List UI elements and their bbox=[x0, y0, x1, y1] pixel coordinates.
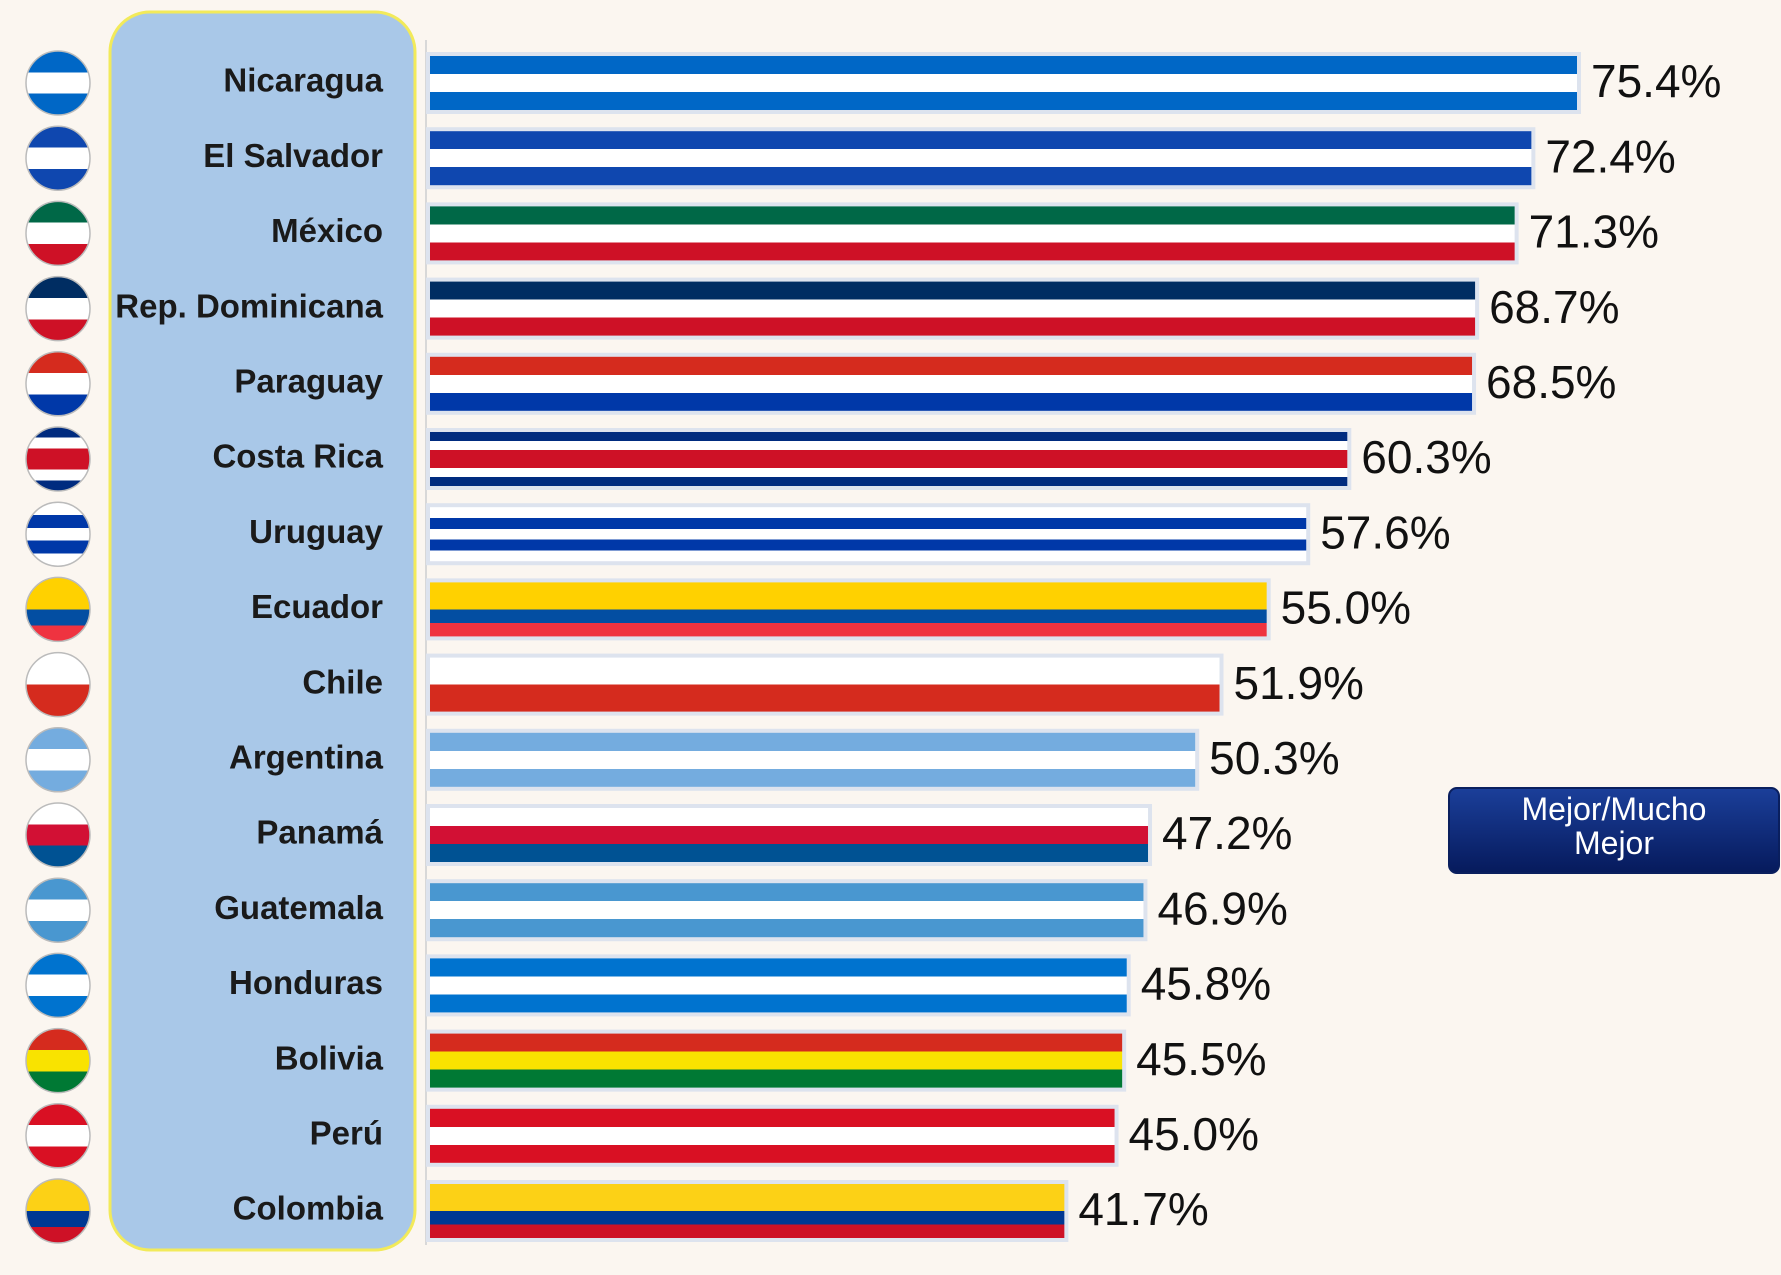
bar bbox=[430, 507, 1307, 562]
flag-icon bbox=[25, 125, 91, 191]
bar bbox=[430, 356, 1473, 411]
label-panel bbox=[108, 10, 417, 1252]
value-label: 45.0% bbox=[1129, 1108, 1259, 1160]
category-label: Honduras bbox=[229, 964, 383, 1001]
value-label: 68.5% bbox=[1486, 356, 1616, 408]
flag-icon bbox=[25, 952, 91, 1019]
legend-box bbox=[1448, 787, 1780, 874]
bar bbox=[430, 958, 1127, 1013]
value-label: 68.7% bbox=[1489, 281, 1619, 333]
flag-icon bbox=[25, 727, 91, 793]
flag-icon bbox=[25, 200, 91, 267]
value-label: 60.3% bbox=[1361, 431, 1491, 483]
value-label: 41.7% bbox=[1078, 1183, 1208, 1235]
category-label: Ecuador bbox=[251, 588, 383, 625]
flag-icon bbox=[25, 576, 91, 643]
category-label: Rep. Dominicana bbox=[115, 287, 383, 324]
category-label: Argentina bbox=[229, 739, 384, 776]
value-label: 50.3% bbox=[1209, 732, 1339, 784]
value-label: 45.8% bbox=[1141, 958, 1271, 1010]
category-label: Perú bbox=[310, 1115, 383, 1152]
value-label: 75.4% bbox=[1591, 55, 1721, 107]
category-label: Costa Rica bbox=[212, 438, 383, 475]
value-label: 51.9% bbox=[1234, 657, 1364, 709]
value-label: 72.4% bbox=[1545, 130, 1675, 182]
category-label: México bbox=[271, 212, 383, 249]
bar bbox=[430, 206, 1515, 261]
flag-icon bbox=[25, 275, 91, 342]
flag-icon bbox=[25, 802, 91, 868]
bar bbox=[430, 1108, 1115, 1163]
category-label: Bolivia bbox=[275, 1039, 384, 1076]
value-label: 45.5% bbox=[1136, 1033, 1266, 1085]
flag-icon bbox=[25, 1027, 91, 1094]
value-label: 47.2% bbox=[1162, 807, 1292, 859]
bar bbox=[430, 1033, 1123, 1088]
category-label: El Salvador bbox=[203, 137, 383, 174]
bar bbox=[430, 732, 1196, 787]
flag-icon bbox=[25, 351, 91, 417]
flag-icon bbox=[25, 50, 91, 116]
bar bbox=[430, 808, 1149, 862]
bar bbox=[430, 432, 1348, 486]
bar bbox=[430, 582, 1267, 637]
bar bbox=[430, 281, 1476, 336]
flag-icon bbox=[25, 877, 91, 943]
category-label: Chile bbox=[302, 663, 383, 700]
value-label: 46.9% bbox=[1157, 882, 1287, 934]
flag-icon bbox=[25, 1103, 91, 1169]
value-label: 55.0% bbox=[1281, 582, 1411, 634]
category-label: Nicaragua bbox=[223, 62, 383, 99]
category-label: Panamá bbox=[256, 814, 383, 851]
legend-label: Mejor/Mucho Mejor bbox=[1521, 792, 1707, 861]
bar bbox=[430, 1184, 1065, 1238]
bar bbox=[430, 56, 1577, 110]
value-label: 57.6% bbox=[1320, 506, 1450, 558]
value-label: 71.3% bbox=[1529, 206, 1659, 258]
category-label: Paraguay bbox=[234, 363, 383, 400]
legend: Mejor/Mucho Mejor bbox=[1521, 792, 1707, 861]
flag-icon bbox=[25, 501, 91, 567]
flag-icon bbox=[25, 426, 91, 492]
bar bbox=[430, 883, 1144, 938]
flag-icon bbox=[25, 1178, 91, 1244]
category-label: Guatemala bbox=[214, 889, 383, 926]
category-label: Uruguay bbox=[249, 513, 384, 550]
flag-icon bbox=[25, 651, 91, 718]
bar bbox=[430, 131, 1532, 186]
bar bbox=[430, 657, 1220, 712]
category-label: Colombia bbox=[233, 1190, 384, 1227]
